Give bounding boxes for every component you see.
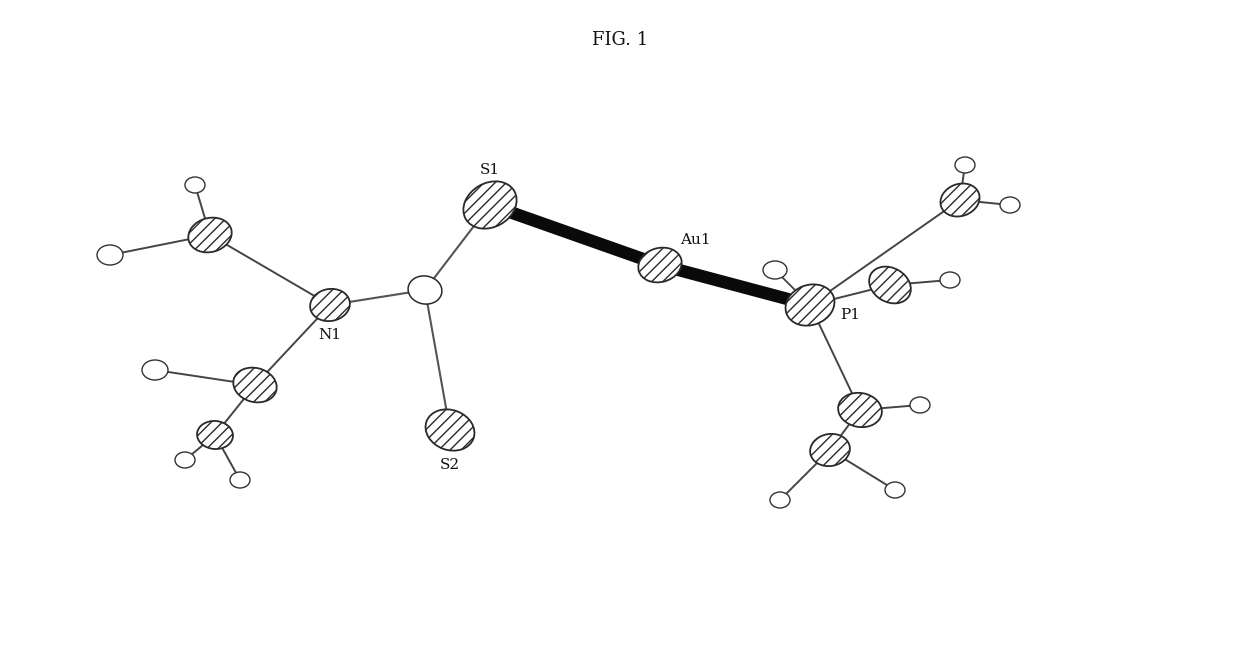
Ellipse shape xyxy=(408,276,441,304)
Ellipse shape xyxy=(785,284,835,326)
Ellipse shape xyxy=(955,157,975,173)
Ellipse shape xyxy=(940,272,960,288)
Ellipse shape xyxy=(770,492,790,508)
Ellipse shape xyxy=(999,197,1021,213)
Ellipse shape xyxy=(763,261,787,279)
Ellipse shape xyxy=(810,434,849,466)
Ellipse shape xyxy=(185,177,205,193)
Text: Au1: Au1 xyxy=(680,233,711,247)
Ellipse shape xyxy=(175,452,195,468)
Ellipse shape xyxy=(940,184,980,216)
Text: N1: N1 xyxy=(319,328,341,342)
Ellipse shape xyxy=(838,393,882,427)
Ellipse shape xyxy=(233,368,277,402)
Ellipse shape xyxy=(869,267,911,303)
Ellipse shape xyxy=(143,360,167,380)
Ellipse shape xyxy=(229,472,250,488)
Text: P1: P1 xyxy=(839,308,861,322)
Ellipse shape xyxy=(639,248,682,283)
Text: S1: S1 xyxy=(480,163,500,177)
Ellipse shape xyxy=(97,245,123,265)
Text: FIG. 1: FIG. 1 xyxy=(591,31,649,49)
Ellipse shape xyxy=(885,482,905,498)
Ellipse shape xyxy=(197,421,233,449)
Ellipse shape xyxy=(188,218,232,252)
Ellipse shape xyxy=(910,397,930,413)
Ellipse shape xyxy=(310,289,350,321)
Ellipse shape xyxy=(464,181,517,229)
Ellipse shape xyxy=(425,409,475,451)
Text: S2: S2 xyxy=(440,458,460,472)
